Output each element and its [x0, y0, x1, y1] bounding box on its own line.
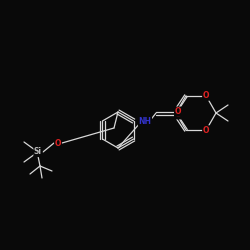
- Text: NH: NH: [138, 118, 151, 126]
- Text: Si: Si: [34, 148, 42, 156]
- Text: O: O: [175, 110, 181, 119]
- Text: O: O: [203, 91, 209, 100]
- Text: O: O: [203, 126, 209, 135]
- Text: O: O: [175, 107, 181, 116]
- Text: O: O: [55, 138, 61, 147]
